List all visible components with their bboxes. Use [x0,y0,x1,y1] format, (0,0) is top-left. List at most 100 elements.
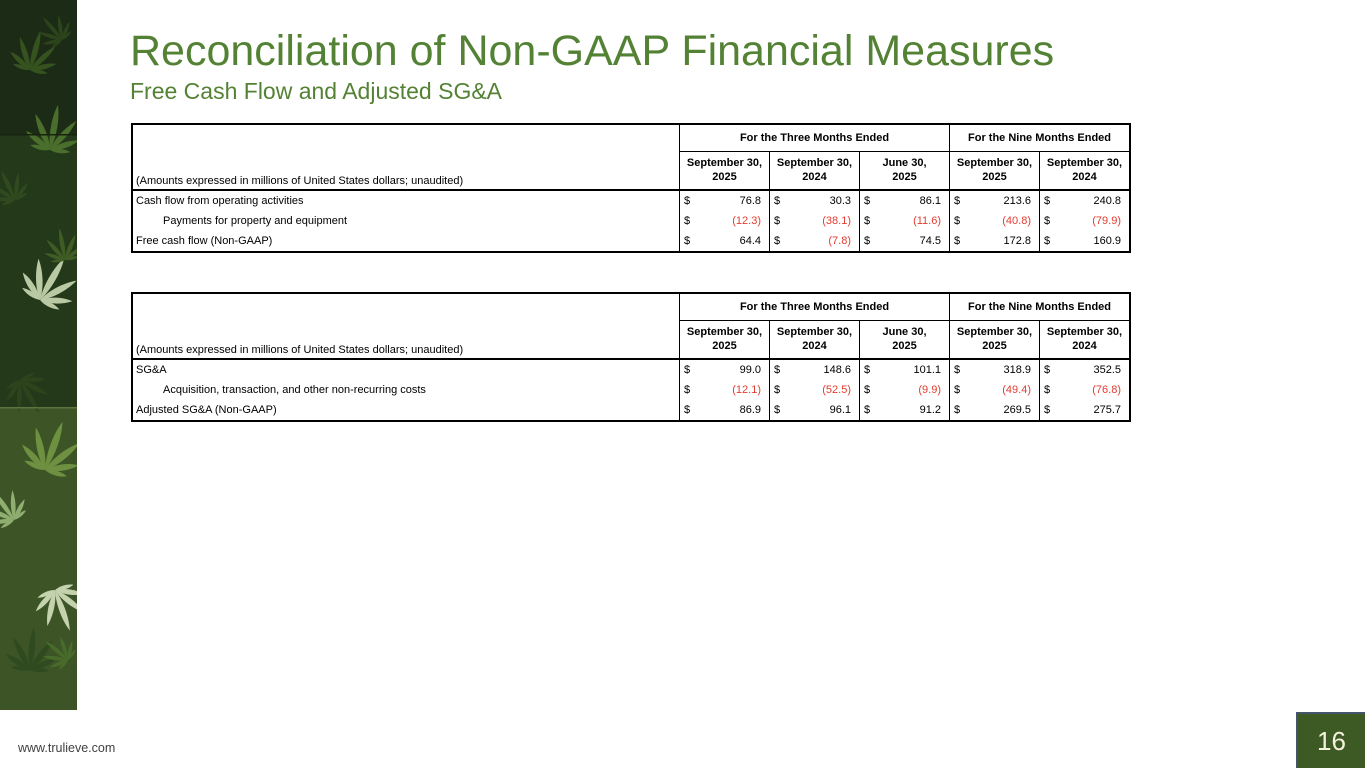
value: 86.1 [919,195,941,207]
column-header: June 30, 2025 [859,321,949,360]
value: 240.8 [1093,195,1121,207]
footer-url[interactable]: www.trulieve.com [18,741,116,755]
currency-symbol: $ [954,404,961,416]
value: 172.8 [1003,235,1031,247]
page-subtitle: Free Cash Flow and Adjusted SG&A [130,77,503,104]
value-cell: $76.8 [679,191,769,211]
free-cash-flow-table: (Amounts expressed in millions of United… [131,123,1131,253]
row-label: Acquisition, transaction, and other non-… [163,384,426,396]
column-header: September 30, 2025 [679,321,769,360]
currency-symbol: $ [954,235,961,247]
currency-symbol: $ [774,195,781,207]
page-title: Reconciliation of Non-GAAP Financial Mea… [130,27,1055,75]
row-label: SG&A [136,364,167,376]
currency-symbol: $ [684,235,691,247]
column-header: June 30, 2025 [859,152,949,191]
value-cell: $ (40.8) [949,211,1039,231]
value-cell: $160.9 [1039,231,1129,251]
value-cell: $148.6 [769,360,859,380]
column-header: September 30, 2024 [769,152,859,191]
value: (52.5) [822,384,851,396]
currency-symbol: $ [1044,364,1051,376]
column-header: September 30, 2025 [679,152,769,191]
value: 213.6 [1003,195,1031,207]
currency-symbol: $ [1044,384,1051,396]
currency-symbol: $ [774,235,781,247]
value-cell: $213.6 [949,191,1039,211]
adjusted-sga-table: (Amounts expressed in millions of United… [131,292,1131,422]
currency-symbol: $ [774,384,781,396]
value: 64.4 [739,235,761,247]
value: (11.6) [913,215,941,227]
page-number: 16 [1317,725,1346,756]
column-header: September 30, 2025 [949,152,1039,191]
value-cell: $ (12.1) [679,380,769,400]
group-header-nine-months: For the Nine Months Ended [949,125,1129,152]
value: (40.8) [1002,215,1031,227]
value: 148.6 [823,364,851,376]
currency-symbol: $ [684,195,691,207]
currency-symbol: $ [774,364,781,376]
currency-symbol: $ [684,215,691,227]
value: 101.1 [913,364,941,376]
value-cell: $318.9 [949,360,1039,380]
value-cell: $ (7.8) [769,231,859,251]
value-cell: $91.2 [859,400,949,420]
currency-symbol: $ [864,235,871,247]
currency-symbol: $ [1044,195,1051,207]
page-number-box: 16 [1296,712,1365,768]
value: 86.9 [739,404,761,416]
value: 318.9 [1003,364,1031,376]
value-cell: $172.8 [949,231,1039,251]
currency-symbol: $ [864,215,871,227]
column-header: September 30, 2025 [949,321,1039,360]
value-cell: $240.8 [1039,191,1129,211]
value: (12.3) [732,215,761,227]
value-cell: $96.1 [769,400,859,420]
title-block: Reconciliation of Non-GAAP Financial Mea… [130,26,1230,105]
value-cell: $352.5 [1039,360,1129,380]
currency-symbol: $ [864,384,871,396]
currency-symbol: $ [864,404,871,416]
value-cell: $269.5 [949,400,1039,420]
value-cell: $99.0 [679,360,769,380]
value: (7.8) [828,235,851,247]
value-cell: $86.9 [679,400,769,420]
currency-symbol: $ [1044,235,1051,247]
value-cell: $ (76.8) [1039,380,1129,400]
currency-symbol: $ [864,364,871,376]
value-cell: $ (38.1) [769,211,859,231]
value: (76.8) [1092,384,1121,396]
value: (79.9) [1092,215,1121,227]
value: 91.2 [919,404,941,416]
column-header: September 30, 2024 [1039,321,1129,360]
column-header: September 30, 2024 [1039,152,1129,191]
row-label: Payments for property and equipment [163,215,348,227]
value: 74.5 [919,235,941,247]
group-header-nine-months: For the Nine Months Ended [949,294,1129,321]
value-cell: $101.1 [859,360,949,380]
value: 269.5 [1003,404,1031,416]
currency-symbol: $ [684,404,691,416]
currency-symbol: $ [774,215,781,227]
group-header-three-months: For the Three Months Ended [679,294,949,321]
value: 30.3 [829,195,851,207]
value-cell: $275.7 [1039,400,1129,420]
value: 352.5 [1093,364,1121,376]
value: (12.1) [732,384,761,396]
value-cell: $ (12.3) [679,211,769,231]
group-header-three-months: For the Three Months Ended [679,125,949,152]
value: 275.7 [1093,404,1121,416]
currency-symbol: $ [954,195,961,207]
value: (49.4) [1002,384,1031,396]
value-cell: $64.4 [679,231,769,251]
currency-symbol: $ [684,364,691,376]
value: (9.9) [918,384,941,396]
value: (38.1) [822,215,851,227]
value-cell: $74.5 [859,231,949,251]
currency-symbol: $ [1044,215,1051,227]
row-label: Cash flow from operating activities [136,195,304,207]
value-cell: $ (79.9) [1039,211,1129,231]
currency-symbol: $ [684,384,691,396]
row-label: Adjusted SG&A (Non-GAAP) [136,404,277,416]
